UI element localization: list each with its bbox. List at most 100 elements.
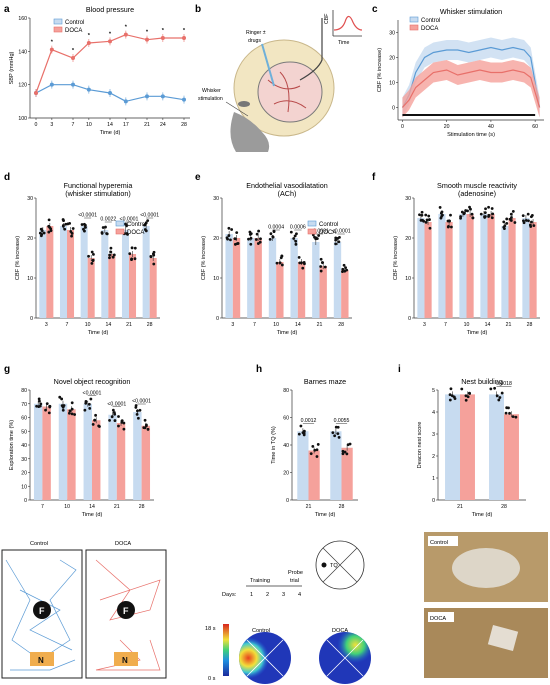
chart-g-ytick-label: 70: [21, 402, 27, 408]
panel-label-h: h: [256, 364, 262, 375]
chart-d-datapoint: [130, 257, 134, 261]
probe-label: Probe: [288, 570, 303, 576]
chart-e-xtick-label: 14: [295, 322, 301, 328]
chart-f-datapoint: [502, 220, 506, 224]
chart-g-bar-control: [133, 412, 142, 500]
chart-e-datapoint: [227, 234, 231, 237]
chart-h-datapoint: [341, 452, 345, 456]
chart-a-significance: *: [146, 30, 149, 36]
chart-h-datapoint: [297, 432, 301, 436]
chart-a-ylabel: SBP (mmHg): [9, 51, 15, 84]
chart-d-bar-control: [121, 230, 129, 318]
chart-a-xtick-label: 17: [123, 122, 129, 128]
chart-g-datapoint: [61, 408, 65, 412]
nest-doca-tag: [428, 612, 454, 622]
chart-g-xtick-label: 7: [41, 504, 44, 510]
chart-a-point-control: [123, 99, 128, 104]
chart-d-datapoint: [82, 222, 86, 226]
chart-f-datapoint: [418, 213, 421, 217]
chart-g-datapoint: [108, 418, 111, 422]
chart-e-datapoint: [275, 261, 279, 265]
chart-f-bar-control: [459, 214, 467, 318]
trial-label: trial: [290, 578, 299, 584]
chart-e-bar-control: [333, 242, 342, 318]
chart-e-datapoint: [247, 237, 250, 241]
chart-f-datapoint: [530, 214, 534, 217]
chart-e-datapoint: [230, 228, 234, 231]
chart-g-datapoint: [73, 413, 77, 416]
chart-e-datapoint: [249, 236, 253, 240]
chart-c-legend-doca-swatch: [409, 24, 419, 31]
chart-a-point-doca: [86, 41, 91, 45]
chart-f-bar-control: [480, 214, 488, 318]
chart-d-datapoint: [82, 227, 85, 231]
chart-i-datapoint: [504, 411, 508, 415]
nor-doca-familiar-letter: F: [123, 606, 129, 616]
chart-f-datapoint: [510, 216, 513, 219]
chart-f-datapoint: [450, 225, 453, 229]
chart-e-datapoint: [294, 242, 298, 246]
chart-e-datapoint: [278, 261, 282, 265]
chart-g-datapoint: [134, 404, 138, 407]
cerebral-vessels: [267, 71, 307, 113]
chart-f-xtick-label: 14: [485, 322, 491, 328]
chart-f-datapoint: [428, 226, 432, 230]
chart-e-legend-control-label: Control: [319, 222, 338, 228]
chart-g-bar-doca: [141, 425, 151, 500]
day-3: 3: [282, 592, 285, 598]
nest-photos: Control DOCA: [424, 532, 548, 678]
chart-f-ytick-label: 30: [405, 196, 411, 202]
chart-f-datapoint: [421, 218, 424, 222]
chart-i-ytick-label: 2: [432, 454, 435, 460]
ringer-label: Ringer ±: [246, 30, 266, 36]
chart-i-datapoint: [468, 392, 472, 395]
chart-e-xlabel: Time (d): [277, 330, 298, 336]
chart-e-datapoint: [295, 232, 298, 236]
chart-d-xtick-label: 28: [147, 322, 153, 328]
brain-surface: [257, 61, 323, 123]
chart-h-datapoint: [334, 425, 338, 429]
chart-d-datapoint: [133, 246, 137, 250]
chart-d-datapoint: [91, 259, 95, 263]
chart-e-datapoint: [343, 269, 347, 273]
chart-e-xtick-label: 21: [317, 322, 323, 328]
chart-a-ytick-label: 160: [18, 16, 27, 22]
chart-f-bar-control: [417, 218, 425, 318]
chart-a-point-control: [49, 82, 54, 87]
chart-d-datapoint: [144, 221, 148, 225]
chart-f-xtick-label: 10: [464, 322, 470, 328]
chart-h-datapoint: [302, 429, 306, 433]
chart-i-xlabel: Time (d): [472, 512, 493, 518]
chart-f-datapoint: [420, 210, 424, 214]
chart-e-datapoint: [227, 226, 231, 230]
chart-a-point-doca: [123, 32, 128, 37]
chart-i-ytick-label: 3: [432, 432, 435, 438]
nor-doca-novel-object: [114, 652, 138, 666]
chart-e-datapoint: [226, 237, 229, 241]
chart-d-xtick-label: 14: [105, 322, 111, 328]
chart-g-ytick-label: 60: [21, 416, 27, 422]
nor-control-path: [5, 559, 77, 671]
chart-g-datapoint: [38, 399, 41, 403]
day-2: 2: [266, 592, 269, 598]
chart-e-datapoint: [303, 262, 306, 266]
chart-e-datapoint: [319, 269, 323, 273]
chart-d-datapoint: [111, 255, 115, 259]
chart-c-band-control: [402, 37, 540, 118]
chart-g-datapoint: [45, 402, 49, 406]
chart-e-pvalue: 0.0006: [290, 225, 306, 231]
nor-control-novel-object: [30, 652, 54, 666]
chart-f-datapoint: [466, 209, 469, 213]
heatmap-control-title: Control: [252, 628, 270, 634]
chart-d-bar-control: [142, 226, 150, 318]
chart-e-ytick-label: 10: [213, 276, 219, 282]
chart-c-xlabel: Stimulation time (s): [447, 132, 495, 138]
chart-i-datapoint: [452, 395, 456, 399]
chart-g-datapoint: [37, 397, 41, 401]
chart-h-datapoint: [337, 435, 341, 439]
chart-e-datapoint: [254, 238, 258, 241]
chart-g-datapoint: [67, 411, 71, 415]
chart-a-point-control: [160, 94, 165, 99]
chart-d-xtick-label: 21: [126, 322, 132, 328]
